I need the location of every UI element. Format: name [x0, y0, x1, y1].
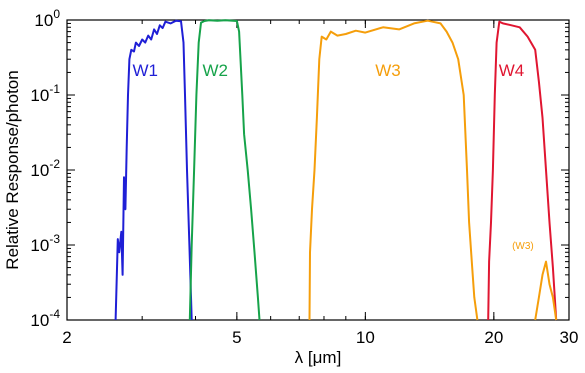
- series-line-w2: [188, 19, 261, 321]
- y-axis-label: Relative Response/photon: [3, 70, 22, 269]
- x-tick-label: 30: [560, 328, 579, 347]
- series-label-w3: W3: [375, 61, 401, 80]
- x-tick-label: 2: [62, 328, 71, 347]
- series-line-w3: [308, 19, 479, 321]
- x-tick-label: 5: [232, 328, 241, 347]
- x-axis-label: λ [μm]: [295, 348, 342, 367]
- y-tick-label: 100: [34, 7, 60, 30]
- series-line-w4: [487, 20, 558, 321]
- series-label-w3: (W3): [512, 241, 534, 252]
- series-line-w3: [534, 260, 558, 321]
- x-tick-label: 20: [484, 328, 503, 347]
- series-label-w1: W1: [132, 61, 158, 80]
- series-label-w2: W2: [203, 61, 229, 80]
- y-tick-label: 10-1: [30, 82, 60, 105]
- y-tick-label: 10-2: [30, 157, 60, 180]
- y-tick-label: 10-4: [30, 307, 60, 330]
- y-tick-label: 10-3: [30, 232, 60, 255]
- series-label-w4: W4: [499, 61, 525, 80]
- x-tick-label: 10: [356, 328, 375, 347]
- series-line-w1: [114, 19, 193, 321]
